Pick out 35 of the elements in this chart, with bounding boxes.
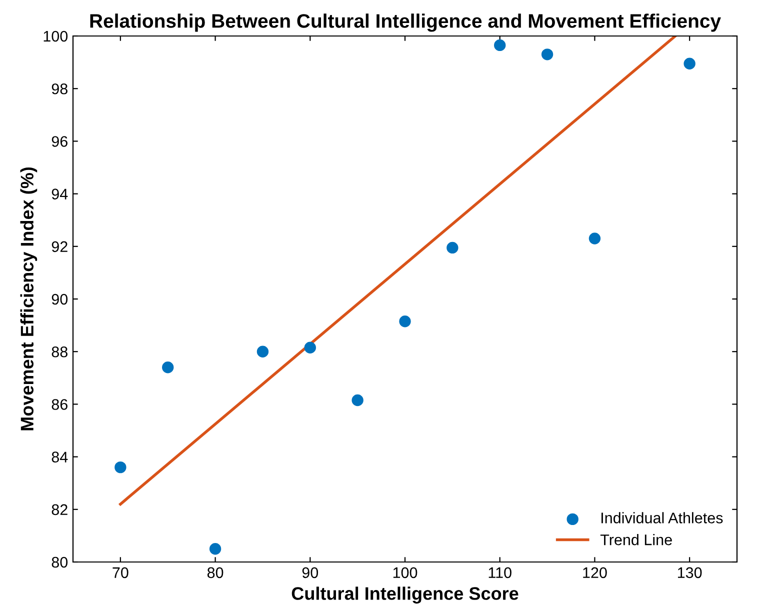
y-tick-label: 88 [52,346,68,358]
x-tick-label: 110 [488,567,512,578]
point [162,362,174,374]
x-tick-label: 80 [207,567,224,578]
y-tick-label: 82 [52,504,68,516]
x-tick-label: 130 [678,567,702,578]
point [494,39,506,52]
x-tick-label: 120 [583,567,607,578]
point [304,342,316,354]
legend-label: Trend Line [600,534,672,546]
point [541,48,554,60]
legend-label: Individual Athletes [602,512,723,524]
point [256,346,269,358]
x-axis-title: Cultural Intelligence Score [292,586,518,604]
x-tick-label: 90 [302,567,318,578]
y-axis-title: Movement Efficiency Index (%) [20,167,38,430]
x-tick-label: 100 [393,567,418,578]
y-tick-label: 96 [52,136,68,147]
point [352,394,364,406]
y-tick-label: 98 [52,83,68,94]
y-tick-label: 86 [52,399,68,410]
y-tick-label: 80 [52,556,68,568]
x-tick-label: 70 [112,567,128,578]
point [684,58,696,70]
y-tick-label: 92 [52,241,68,252]
point [588,232,601,244]
y-tick-label: 84 [52,452,68,462]
point [114,461,126,474]
y-tick-label: 100 [44,30,68,42]
point [446,242,458,254]
y-tick-label: 90 [52,294,68,305]
y-tick-label: 94 [52,188,68,200]
point [209,543,222,555]
chart-title: Relationship Between Cultural Intelligence and Movement Efficiency [90,14,721,32]
point [399,316,411,328]
